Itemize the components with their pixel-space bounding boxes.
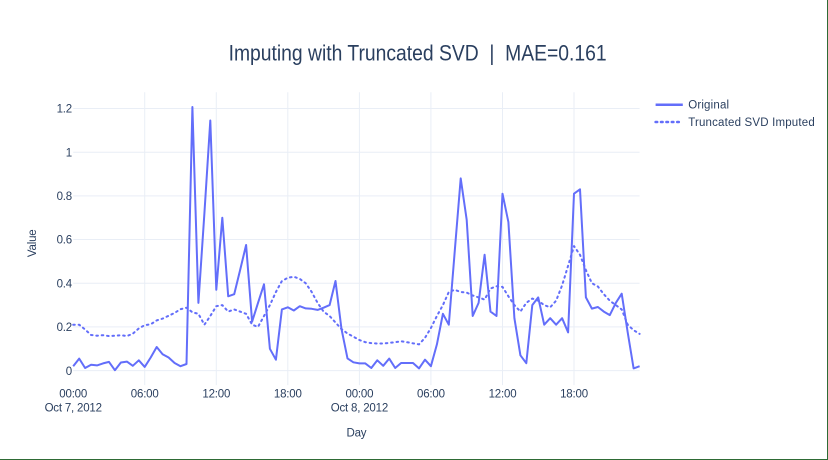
- svg-text:18:00: 18:00: [560, 389, 588, 401]
- svg-text:06:00: 06:00: [131, 389, 159, 401]
- svg-text:Original: Original: [688, 100, 729, 112]
- svg-text:Imputing with Truncated SVD |: Imputing with Truncated SVD | MAE=0.161: [229, 40, 607, 65]
- svg-text:Oct 8, 2012: Oct 8, 2012: [331, 403, 388, 415]
- svg-text:06:00: 06:00: [417, 389, 445, 401]
- svg-text:0: 0: [66, 366, 72, 378]
- svg-text:18:00: 18:00: [274, 389, 302, 401]
- svg-text:0.4: 0.4: [57, 278, 73, 290]
- svg-text:Day: Day: [346, 428, 366, 440]
- svg-text:Value: Value: [27, 230, 39, 258]
- svg-text:1.2: 1.2: [57, 104, 72, 116]
- svg-text:12:00: 12:00: [489, 389, 517, 401]
- svg-text:12:00: 12:00: [202, 389, 230, 401]
- svg-text:Truncated SVD Imputed: Truncated SVD Imputed: [688, 117, 815, 129]
- svg-text:00:00: 00:00: [346, 389, 374, 401]
- svg-text:Oct 7, 2012: Oct 7, 2012: [45, 403, 102, 415]
- svg-text:0.6: 0.6: [57, 235, 72, 247]
- svg-text:0.2: 0.2: [57, 322, 72, 334]
- svg-text:00:00: 00:00: [59, 389, 87, 401]
- svg-text:1: 1: [66, 147, 72, 159]
- svg-text:0.8: 0.8: [57, 191, 72, 203]
